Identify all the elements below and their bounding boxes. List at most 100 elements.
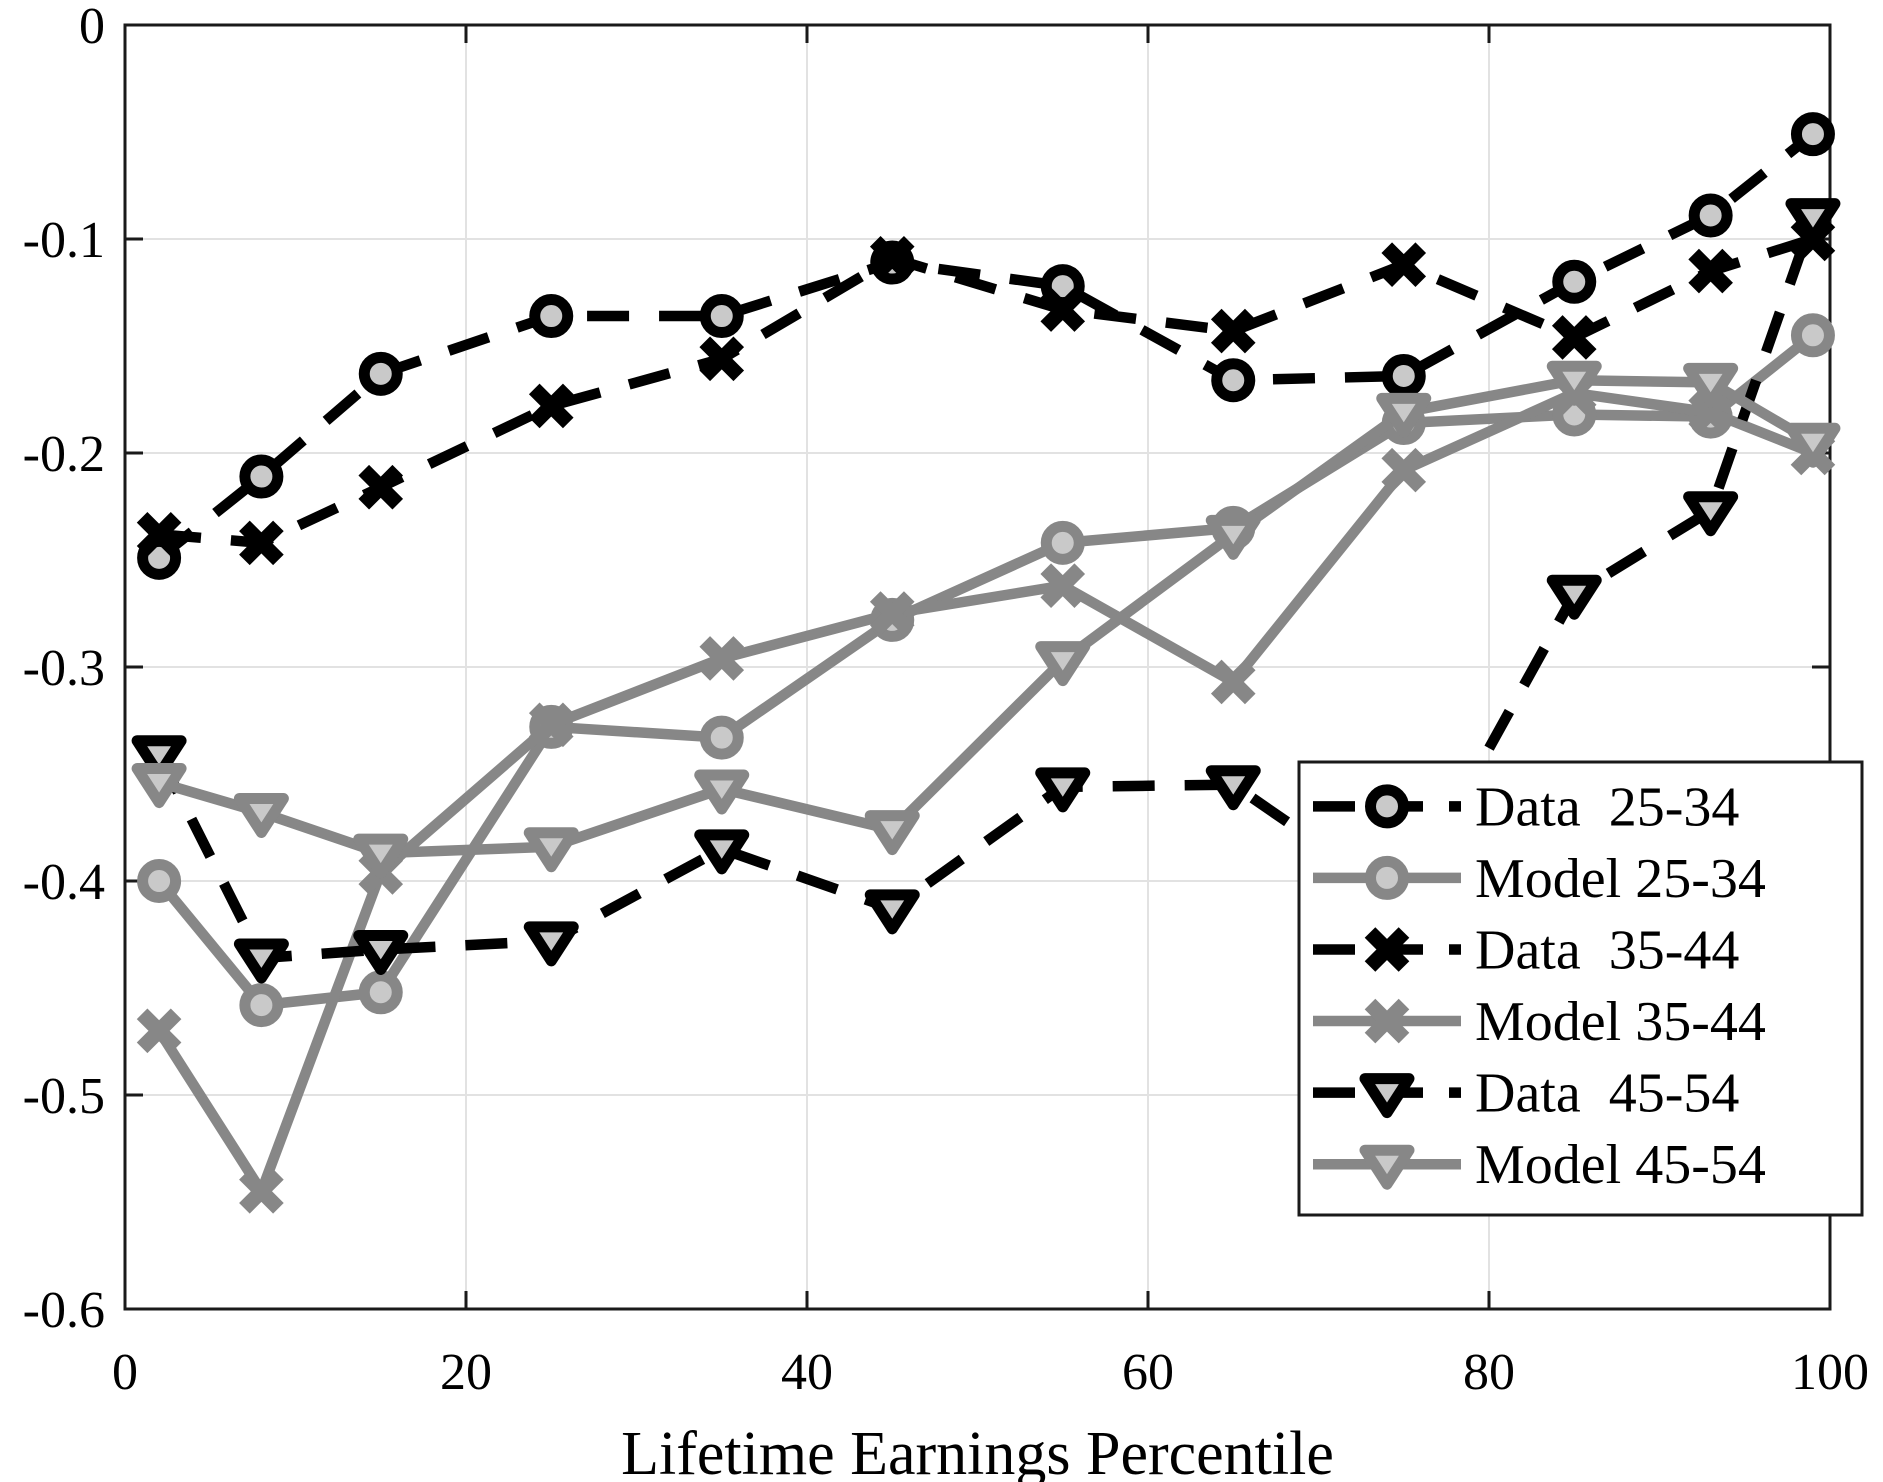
marker-x [1210,659,1256,705]
marker-x [1381,447,1427,493]
marker-x [136,512,182,557]
marker-x [239,520,284,566]
marker-triangle-down [233,793,289,839]
y-tick-label: -0.5 [23,1068,105,1125]
legend-item-model-35-44: Model 35-44 [1313,991,1766,1053]
marker-triangle-down [1035,641,1091,687]
marker-x [136,1008,182,1054]
legend-box [1297,760,1864,1217]
marker-triangle-down [1546,360,1602,406]
marker-triangle-down [694,769,750,815]
marker-triangle-down [1205,765,1261,811]
marker-triangle-down [1359,1073,1415,1119]
marker-triangle-down [131,763,187,809]
x-tick-label: 60 [1122,1344,1174,1401]
marker-circle [239,454,284,499]
legend: Data 25-34 Model 25-34 Data 35-44 Model 35-… [1297,760,1864,1217]
marker-triangle-down [233,938,289,984]
marker-x [869,591,915,636]
marker-triangle-down [1785,198,1841,244]
marker-triangle-down [523,921,579,967]
x-tick-label: 80 [1463,1344,1515,1401]
y-tick-label: -0.6 [23,1282,105,1339]
marker-triangle-down [1035,767,1091,813]
marker-circle [239,983,284,1028]
legend-item-data-25-34: Data 25-34 [1313,776,1739,838]
marker-x [1551,315,1597,360]
y-tick-label: 0 [79,0,105,55]
marker-x [239,1168,284,1214]
marker-x [1688,248,1733,294]
series-line [155,130,1817,562]
marker-x [358,464,404,510]
legend-item-data-45-54: Data 45-54 [1313,1063,1739,1125]
y-tick-label: -0.4 [23,854,105,911]
series-line [154,215,1818,964]
marker-circle [1365,855,1409,900]
marker-triangle-down [1205,514,1261,560]
legend-label: Model 25-34 [1475,848,1766,910]
legend-label: Data 25-34 [1475,776,1739,838]
axes [123,23,1832,1311]
series-model-35-44 [136,370,1836,1214]
marker-triangle-down [523,827,579,873]
series-line [158,233,1815,549]
marker-x [1688,390,1733,435]
marker-x [1040,287,1086,332]
marker-triangle-down [694,829,750,875]
marker-x [1381,242,1427,287]
legend-label: Model 45-54 [1475,1134,1766,1196]
y-tick-label: -0.2 [23,426,105,483]
marker-triangle-down [1546,574,1602,620]
series-data-35-44 [136,216,1836,566]
marker-circle [1790,313,1835,358]
marker-circle [699,294,744,339]
y-tick-label: -0.3 [23,640,105,697]
marker-triangle-down [864,889,920,935]
legend-label: Data 35-44 [1475,919,1739,981]
marker-circle [1365,784,1409,829]
tick-labels: 0 20 40 60 80 100 0 -0.1 -0.2 -0.3 -0.4 -0.5 -0.6 [23,0,1869,1401]
marker-triangle-down [1785,422,1841,468]
marker-circle [1211,358,1256,403]
x-axis-label: Lifetime Earnings Percentile [621,1420,1334,1482]
marker-circle [137,859,182,903]
marker-triangle-down [353,833,409,879]
legend-label: Data 45-54 [1475,1063,1739,1125]
x-tick-label: 0 [112,1344,138,1401]
x-tick-label: 40 [781,1344,833,1401]
marker-triangle-down [1683,491,1739,537]
series-model-45-54 [131,360,1841,879]
legend-item-model-25-34: Model 25-34 [1313,848,1766,910]
marker-triangle-down [864,810,920,856]
marker-triangle-down [131,735,187,781]
marker-triangle-down [1376,392,1432,438]
marker-circle [529,294,574,339]
legend-item-data-35-44: Data 35-44 [1313,919,1739,981]
marker-x [528,383,574,429]
marker-circle [699,715,744,760]
marker-triangle-down [1359,1144,1415,1190]
marker-circle [1381,353,1426,398]
legend-item-model-45-54: Model 45-54 [1313,1134,1766,1196]
marker-x [1364,927,1410,972]
y-tick-label: -0.1 [23,212,105,269]
marker-triangle-down [1683,362,1739,408]
marker-x [1040,563,1086,608]
marker-circle [1040,520,1085,565]
marker-circle [1552,259,1597,304]
marker-x [699,636,745,681]
marker-x [869,235,915,281]
marker-x [1364,998,1410,1044]
legend-label: Model 35-44 [1475,991,1766,1053]
marker-triangle-down [353,929,409,975]
marker-x [1210,308,1256,354]
marker-x [528,702,574,748]
marker-x [699,336,745,382]
x-tick-label: 20 [440,1344,492,1401]
marker-circle [1790,112,1835,157]
series-line [154,387,1815,1197]
